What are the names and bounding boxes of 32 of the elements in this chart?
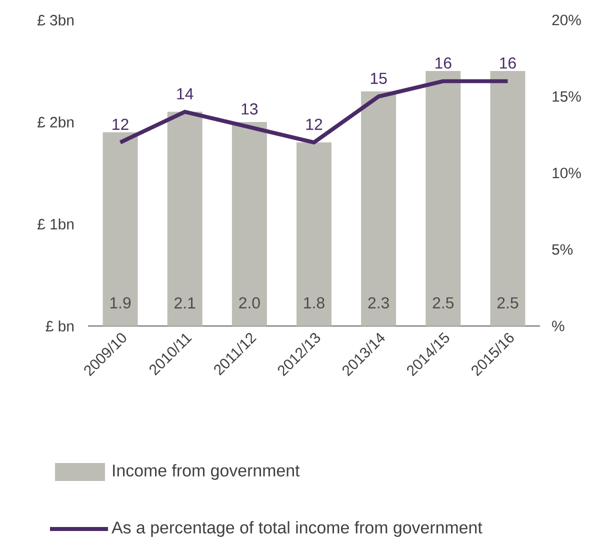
y2-tick-label: 5% [552,244,573,255]
bar [490,70,526,326]
data-label: 14 [177,88,194,100]
bar [361,91,396,326]
data-label: 16 [436,57,452,69]
bar [102,132,138,326]
data-label: 1.8 [304,297,324,308]
y-tick-label: £ 3bn [38,14,74,26]
data-label: 1.9 [110,297,131,308]
data-label: 2.0 [239,297,260,308]
legend-label: Income from government [113,464,300,480]
data-label: 13 [242,103,258,114]
data-label: 12 [306,118,322,130]
data-label: 2.1 [174,297,196,308]
bar [167,112,202,326]
data-label: 12 [112,118,128,130]
y-tick-label: £ 1bn [38,218,74,230]
y2-tick-label: 10% [552,168,581,178]
y2-tick-label: 15% [552,91,581,102]
y-tick-label: £ bn [46,320,74,332]
data-label: 2.5 [497,297,518,308]
bar [296,142,332,326]
bar [426,70,461,326]
data-label: 16 [500,57,516,69]
data-label: 2.3 [368,297,389,308]
bar [232,122,267,326]
y-tick-label: £ 2bn [38,116,74,128]
y2-tick-label: % [552,320,564,332]
data-label: 2.5 [432,297,454,308]
y2-tick-label: 20% [552,14,581,26]
legend-label: As a percentage of total income from government [112,521,482,537]
data-label: 15 [370,72,387,84]
